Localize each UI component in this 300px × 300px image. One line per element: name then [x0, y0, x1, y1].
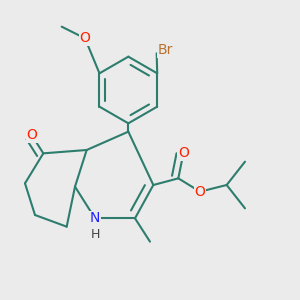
Text: Br: Br [157, 43, 173, 57]
Text: N: N [90, 211, 100, 225]
Text: H: H [90, 228, 100, 241]
Text: O: O [26, 128, 37, 142]
Text: O: O [178, 146, 189, 160]
Text: O: O [80, 31, 90, 45]
Text: O: O [195, 185, 206, 199]
